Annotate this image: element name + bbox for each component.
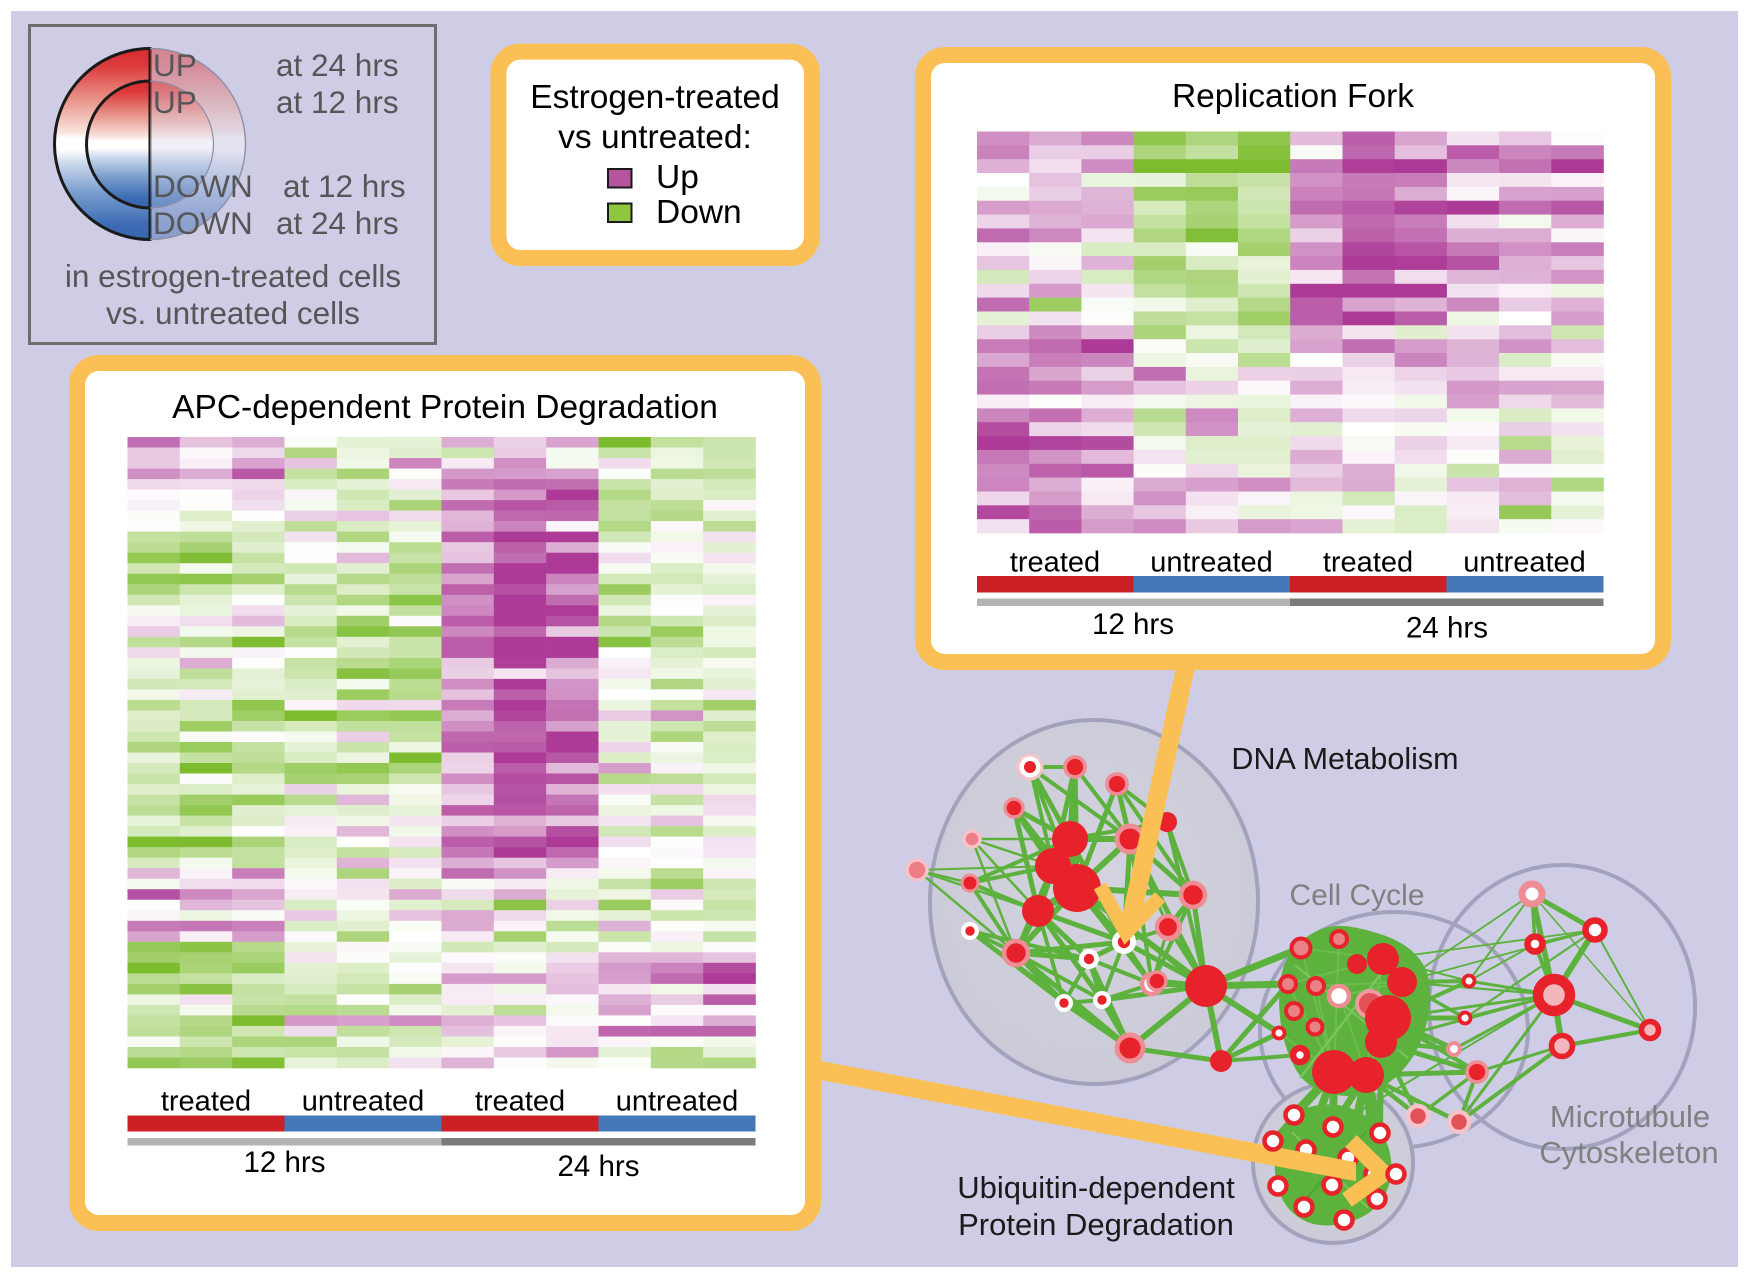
svg-text:UP: UP [153,84,197,120]
svg-text:untreated: untreated [1463,547,1586,579]
svg-text:at 24 hrs: at 24 hrs [276,47,399,83]
svg-text:DOWN: DOWN [153,168,253,204]
svg-text:vs untreated:: vs untreated: [558,119,752,156]
svg-text:Down: Down [656,194,742,231]
svg-text:at 12 hrs: at 12 hrs [283,168,406,204]
svg-text:24 hrs: 24 hrs [558,1150,640,1183]
svg-text:treated: treated [475,1086,565,1118]
svg-text:APC-dependent Protein Degradat: APC-dependent Protein Degradation [172,389,718,426]
svg-text:Cell Cycle: Cell Cycle [1289,879,1424,912]
svg-text:DOWN: DOWN [153,205,253,241]
svg-text:Microtubule: Microtubule [1550,1099,1710,1134]
svg-text:untreated: untreated [616,1086,739,1118]
svg-text:vs. untreated cells: vs. untreated cells [106,295,360,331]
svg-text:12 hrs: 12 hrs [244,1146,326,1179]
svg-text:24 hrs: 24 hrs [1406,612,1488,645]
svg-text:Up: Up [656,159,699,196]
svg-text:in estrogen-treated cells: in estrogen-treated cells [65,258,401,294]
svg-text:Ubiquitin-dependent: Ubiquitin-dependent [957,1170,1235,1205]
svg-text:Protein Degradation: Protein Degradation [958,1207,1234,1242]
svg-text:UP: UP [153,47,197,83]
svg-text:untreated: untreated [302,1086,425,1118]
svg-text:untreated: untreated [1150,547,1273,579]
svg-text:Estrogen-treated: Estrogen-treated [530,79,780,116]
svg-text:Cytoskeleton: Cytoskeleton [1539,1135,1718,1170]
svg-text:treated: treated [1010,547,1100,579]
svg-text:at 12 hrs: at 12 hrs [276,84,399,120]
svg-text:at 24 hrs: at 24 hrs [276,205,399,241]
svg-text:DNA Metabolism: DNA Metabolism [1231,742,1458,776]
svg-text:treated: treated [161,1086,251,1118]
svg-text:12 hrs: 12 hrs [1092,608,1174,641]
svg-text:Replication Fork: Replication Fork [1172,78,1414,115]
svg-text:treated: treated [1323,547,1413,579]
